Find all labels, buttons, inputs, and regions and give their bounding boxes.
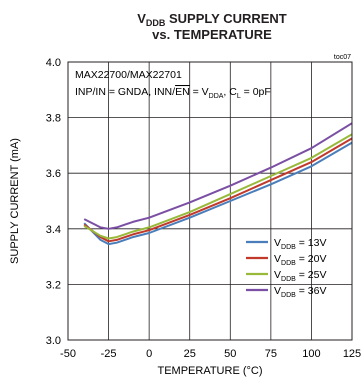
x-tick-label: -25 xyxy=(101,348,117,360)
x-tick-label: -50 xyxy=(60,348,76,360)
y-tick-label: 3.4 xyxy=(46,224,61,236)
annotation-segment: INP/IN = GNDA, INN/ xyxy=(75,86,175,98)
x-tick-label: 125 xyxy=(343,348,361,360)
plot-frame xyxy=(67,61,353,341)
series-line xyxy=(83,137,353,243)
x-tick-label: 50 xyxy=(224,348,236,360)
annotation-segment: L xyxy=(237,93,241,100)
x-tick-label: 75 xyxy=(265,348,277,360)
annotation-segment: DDA xyxy=(209,93,224,100)
legend-label: VDDB = 25V xyxy=(274,269,326,283)
y-tick-label: 3.2 xyxy=(46,279,61,291)
x-tick-label: 100 xyxy=(302,348,320,360)
y-tick-label: 3.8 xyxy=(46,113,61,125)
x-tick-labels: -50 -25 0 25 50 75 100 125 xyxy=(60,348,361,360)
annotation-part-number: MAX22700/MAX22701 xyxy=(75,69,182,81)
annotation-segment: EN xyxy=(175,86,190,98)
annotation-conditions: INP/IN = GNDA, INN/EN = VDDA, CL = 0pF xyxy=(75,86,271,100)
annotation-segment: = 0pF xyxy=(241,86,271,98)
legend: VDDB = 13V VDDB = 20V VDDB = 25V VDDB = 36V xyxy=(246,237,326,299)
legend-label: VDDB = 36V xyxy=(274,285,326,299)
x-tick-label: 25 xyxy=(184,348,196,360)
x-tick-label: 0 xyxy=(146,348,152,360)
y-tick-label: 3.6 xyxy=(46,168,61,180)
annotation-segment: , C xyxy=(223,86,237,98)
chart-title-line1: VDDB SUPPLY CURRENT xyxy=(137,11,287,28)
x-axis-label: TEMPERATURE (°C) xyxy=(157,365,262,377)
y-tick-label: 4.0 xyxy=(46,57,61,69)
series-line xyxy=(83,133,353,240)
grid xyxy=(67,61,353,341)
series-lines xyxy=(83,122,353,246)
legend-label: VDDB = 13V xyxy=(274,237,326,251)
chart-title-line2: vs. TEMPERATURE xyxy=(152,27,272,42)
series-line xyxy=(83,122,353,230)
annotation-segment: = V xyxy=(190,86,209,98)
series-line xyxy=(83,141,353,246)
y-axis-label: SUPPLY CURRENT (mA) xyxy=(9,138,21,264)
y-tick-labels: 3.0 3.2 3.4 3.6 3.8 4.0 xyxy=(46,57,61,347)
legend-label: VDDB = 20V xyxy=(274,253,326,267)
corner-tag: toc07 xyxy=(334,54,351,61)
y-tick-label: 3.0 xyxy=(46,335,61,347)
